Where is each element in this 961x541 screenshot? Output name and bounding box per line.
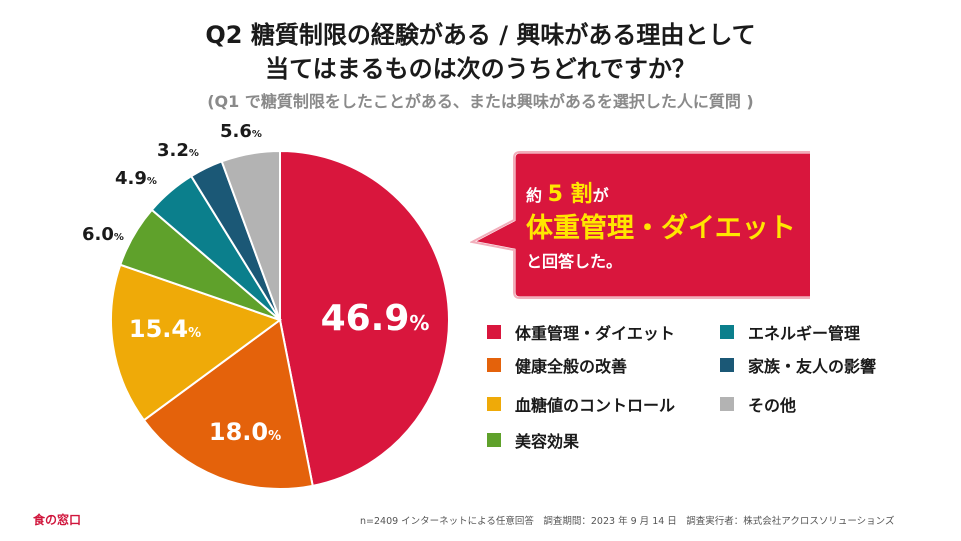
slice-value-label: 6.0% xyxy=(82,224,124,245)
pie-slice xyxy=(279,149,450,487)
legend-item: 血糖値のコントロール xyxy=(487,392,675,416)
slice-value-label: 5.6% xyxy=(220,121,262,142)
slice-value-label: 18.0% xyxy=(209,418,281,446)
callout-outline xyxy=(470,151,810,299)
legend-swatch xyxy=(720,325,734,339)
footer-note: n=2409 インターネットによる任意回答 調査期間：2023 年 9 月 14… xyxy=(360,516,895,527)
pie-slice xyxy=(142,318,314,490)
legend-item: 美容効果 xyxy=(487,428,579,452)
chart-title-line2: 当てはまるものは次のうちどれですか？ xyxy=(265,55,696,83)
brand-logo: 食の窓口 xyxy=(33,513,82,527)
legend-swatch xyxy=(720,358,734,372)
pie-slice xyxy=(110,263,283,422)
callout-number: 5 割 xyxy=(547,182,593,207)
slice-value-label: 46.9% xyxy=(321,298,430,339)
legend-item: その他 xyxy=(720,392,796,416)
legend-item: 健康全般の改善 xyxy=(487,353,627,377)
slice-value-label: 3.2% xyxy=(157,140,199,161)
legend-item: エネルギー管理 xyxy=(720,320,860,344)
legend-item: 家族・友人の影響 xyxy=(720,353,876,377)
legend-label: 体重管理・ダイエット xyxy=(515,324,675,343)
callout-box: 約 5 割が 体重管理・ダイエット と回答した。 xyxy=(470,150,810,300)
slice-value-label: 4.9% xyxy=(115,168,157,189)
slice-value-label: 15.4% xyxy=(129,315,201,343)
chart-title-line1: Q2 糖質制限の経験がある / 興味がある理由として xyxy=(205,21,756,49)
legend-item: 体重管理・ダイエット xyxy=(487,320,675,344)
legend-label: エネルギー管理 xyxy=(748,324,861,343)
legend-swatch xyxy=(487,397,501,411)
legend-label: 健康全般の改善 xyxy=(515,357,628,376)
chart-subtitle: (Q1 で糖質制限をしたことがある、または興味があるを選択した人に質問 ) xyxy=(207,92,754,111)
legend-swatch xyxy=(720,397,734,411)
pie-slice xyxy=(220,149,281,321)
callout-shape xyxy=(470,150,810,300)
legend-swatch xyxy=(487,433,501,447)
legend-label: その他 xyxy=(748,396,797,415)
callout-highlight: 体重管理・ダイエット xyxy=(526,213,796,244)
callout-line1: 約 5 割が xyxy=(526,176,856,208)
legend-label: 家族・友人の影響 xyxy=(748,357,877,376)
callout-suffix: が xyxy=(592,186,609,205)
legend-label: 美容効果 xyxy=(515,432,580,451)
legend-swatch xyxy=(487,358,501,372)
legend-label: 血糖値のコントロール xyxy=(515,396,676,415)
legend-swatch xyxy=(487,325,501,339)
callout-tail: と回答した。 xyxy=(526,252,623,271)
callout-prefix: 約 xyxy=(526,186,543,205)
